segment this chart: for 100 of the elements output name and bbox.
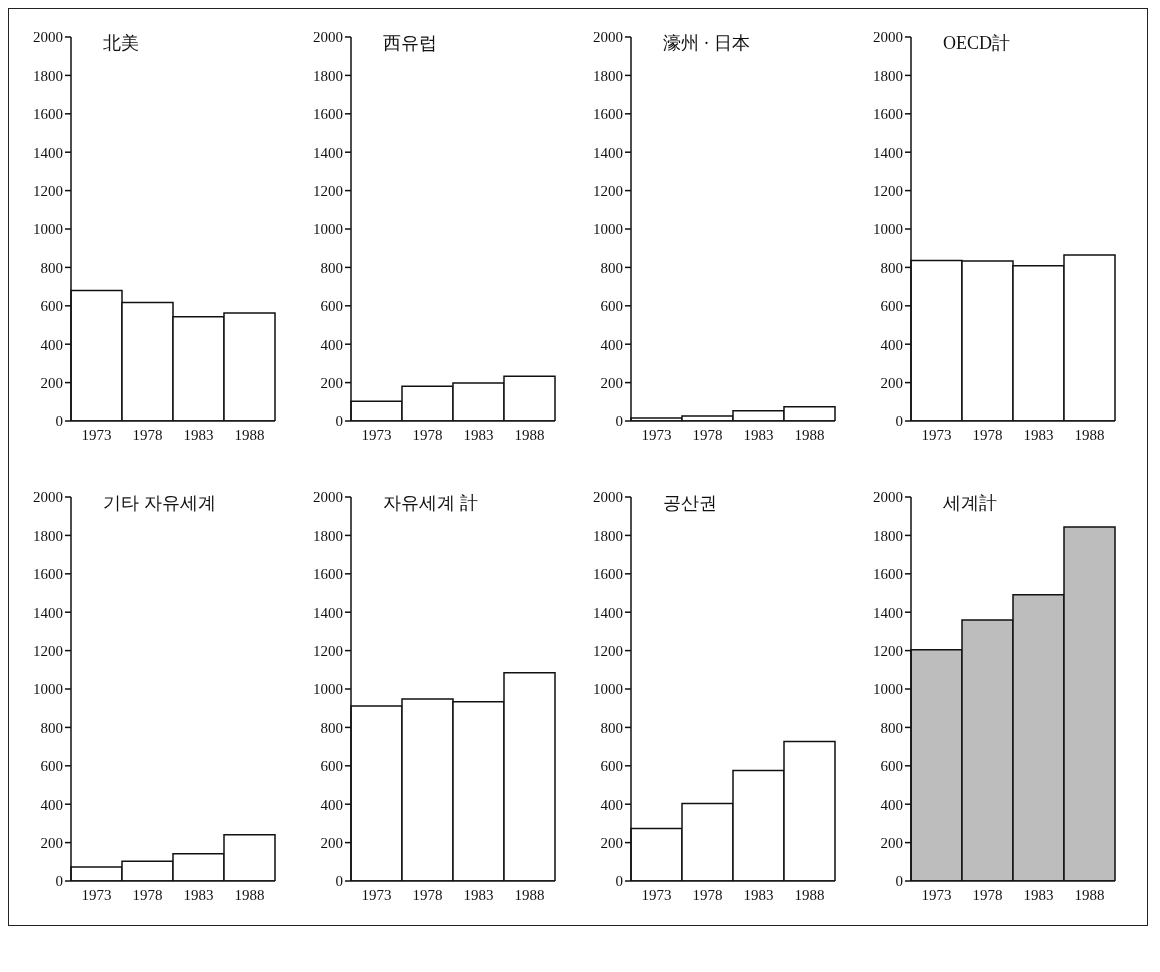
y-tick-label: 400 xyxy=(880,796,903,813)
chart-title: 西유럽 xyxy=(383,32,437,55)
y-tick-label: 1200 xyxy=(313,182,343,199)
x-tick-label: 1978 xyxy=(132,886,163,903)
y-tick-label: 800 xyxy=(40,719,63,736)
y-tick-label: 0 xyxy=(55,873,63,890)
x-tick-label: 1978 xyxy=(412,886,443,903)
y-tick-label: 400 xyxy=(320,336,343,353)
y-tick-label: 2000 xyxy=(33,489,63,506)
y-tick-label: 1800 xyxy=(313,527,343,544)
x-tick-label: 1988 xyxy=(794,886,825,903)
y-tick-label: 200 xyxy=(40,374,63,391)
y-tick-label: 1000 xyxy=(33,221,63,238)
y-tick-label: 600 xyxy=(880,758,903,775)
y-tick-label: 1000 xyxy=(593,681,623,698)
x-tick-label: 1988 xyxy=(794,426,825,443)
chart-title: OECD計 xyxy=(943,32,1010,55)
y-tick-label: 1200 xyxy=(873,642,903,659)
y-tick-label: 800 xyxy=(320,719,343,736)
y-tick-label: 200 xyxy=(880,374,903,391)
x-tick-label: 1978 xyxy=(972,886,1003,903)
y-tick-label: 1400 xyxy=(313,604,343,621)
y-tick-label: 800 xyxy=(600,259,623,276)
y-tick-label: 600 xyxy=(880,298,903,315)
y-tick-label: 600 xyxy=(600,758,623,775)
x-tick-label: 1973 xyxy=(641,886,672,903)
y-tick-label: 200 xyxy=(880,834,903,851)
y-tick-label: 0 xyxy=(615,413,623,430)
y-tick-label: 800 xyxy=(600,719,623,736)
x-tick-label: 1983 xyxy=(183,426,214,443)
y-tick-label: 400 xyxy=(600,796,623,813)
y-tick-label: 2000 xyxy=(873,489,903,506)
y-tick-label: 1400 xyxy=(33,604,63,621)
x-tick-label: 1988 xyxy=(514,426,545,443)
y-tick-label: 200 xyxy=(600,834,623,851)
y-tick-label: 400 xyxy=(320,796,343,813)
y-tick-label: 200 xyxy=(320,834,343,851)
x-tick-label: 1973 xyxy=(81,426,112,443)
y-tick-label: 0 xyxy=(615,873,623,890)
x-tick-label: 1988 xyxy=(1074,426,1105,443)
y-tick-label: 400 xyxy=(40,796,63,813)
x-tick-label: 1973 xyxy=(641,426,672,443)
y-tick-label: 1800 xyxy=(873,527,903,544)
y-tick-label: 600 xyxy=(320,758,343,775)
y-tick-label: 200 xyxy=(600,374,623,391)
y-tick-label: 800 xyxy=(40,259,63,276)
y-tick-label: 2000 xyxy=(33,29,63,46)
y-tick-label: 0 xyxy=(895,413,903,430)
y-tick-label: 1000 xyxy=(313,681,343,698)
y-tick-label: 1800 xyxy=(873,67,903,84)
y-tick-label: 1600 xyxy=(873,106,903,123)
y-tick-label: 0 xyxy=(335,873,343,890)
chart-title: 濠州 · 日本 xyxy=(663,32,750,55)
y-tick-label: 0 xyxy=(335,413,343,430)
x-tick-label: 1973 xyxy=(921,426,952,443)
y-tick-label: 1800 xyxy=(33,527,63,544)
y-tick-label: 1200 xyxy=(33,642,63,659)
y-tick-label: 1000 xyxy=(33,681,63,698)
y-tick-label: 2000 xyxy=(313,489,343,506)
y-tick-label: 1400 xyxy=(873,144,903,161)
y-tick-label: 1600 xyxy=(33,106,63,123)
x-tick-label: 1983 xyxy=(1023,426,1054,443)
y-tick-label: 1000 xyxy=(873,221,903,238)
x-tick-label: 1988 xyxy=(234,886,265,903)
x-tick-label: 1988 xyxy=(1074,886,1105,903)
y-tick-label: 200 xyxy=(320,374,343,391)
chart-title: 기타 자유세계 xyxy=(103,492,216,515)
x-tick-label: 1983 xyxy=(743,886,774,903)
y-tick-label: 2000 xyxy=(313,29,343,46)
y-tick-label: 1400 xyxy=(593,144,623,161)
y-tick-label: 1800 xyxy=(33,67,63,84)
y-tick-label: 1800 xyxy=(593,67,623,84)
y-tick-label: 600 xyxy=(40,758,63,775)
y-tick-label: 400 xyxy=(600,336,623,353)
y-tick-label: 1800 xyxy=(313,67,343,84)
y-tick-label: 600 xyxy=(40,298,63,315)
y-tick-label: 2000 xyxy=(593,29,623,46)
y-tick-label: 2000 xyxy=(873,29,903,46)
y-tick-label: 1600 xyxy=(593,566,623,583)
y-tick-label: 1600 xyxy=(873,566,903,583)
y-tick-label: 600 xyxy=(320,298,343,315)
y-tick-label: 200 xyxy=(40,834,63,851)
y-tick-label: 1200 xyxy=(593,642,623,659)
y-tick-label: 0 xyxy=(895,873,903,890)
y-tick-label: 800 xyxy=(880,259,903,276)
x-tick-label: 1973 xyxy=(361,426,392,443)
y-tick-label: 600 xyxy=(600,298,623,315)
y-tick-label: 400 xyxy=(880,336,903,353)
x-tick-label: 1983 xyxy=(743,426,774,443)
y-tick-label: 1400 xyxy=(33,144,63,161)
x-tick-label: 1983 xyxy=(463,886,494,903)
y-tick-label: 1200 xyxy=(313,642,343,659)
x-tick-label: 1983 xyxy=(1023,886,1054,903)
y-tick-label: 1200 xyxy=(33,182,63,199)
y-tick-label: 1800 xyxy=(593,527,623,544)
x-tick-label: 1973 xyxy=(921,886,952,903)
y-tick-label: 1000 xyxy=(873,681,903,698)
x-tick-label: 1988 xyxy=(234,426,265,443)
x-tick-label: 1978 xyxy=(692,886,723,903)
y-tick-label: 1400 xyxy=(313,144,343,161)
